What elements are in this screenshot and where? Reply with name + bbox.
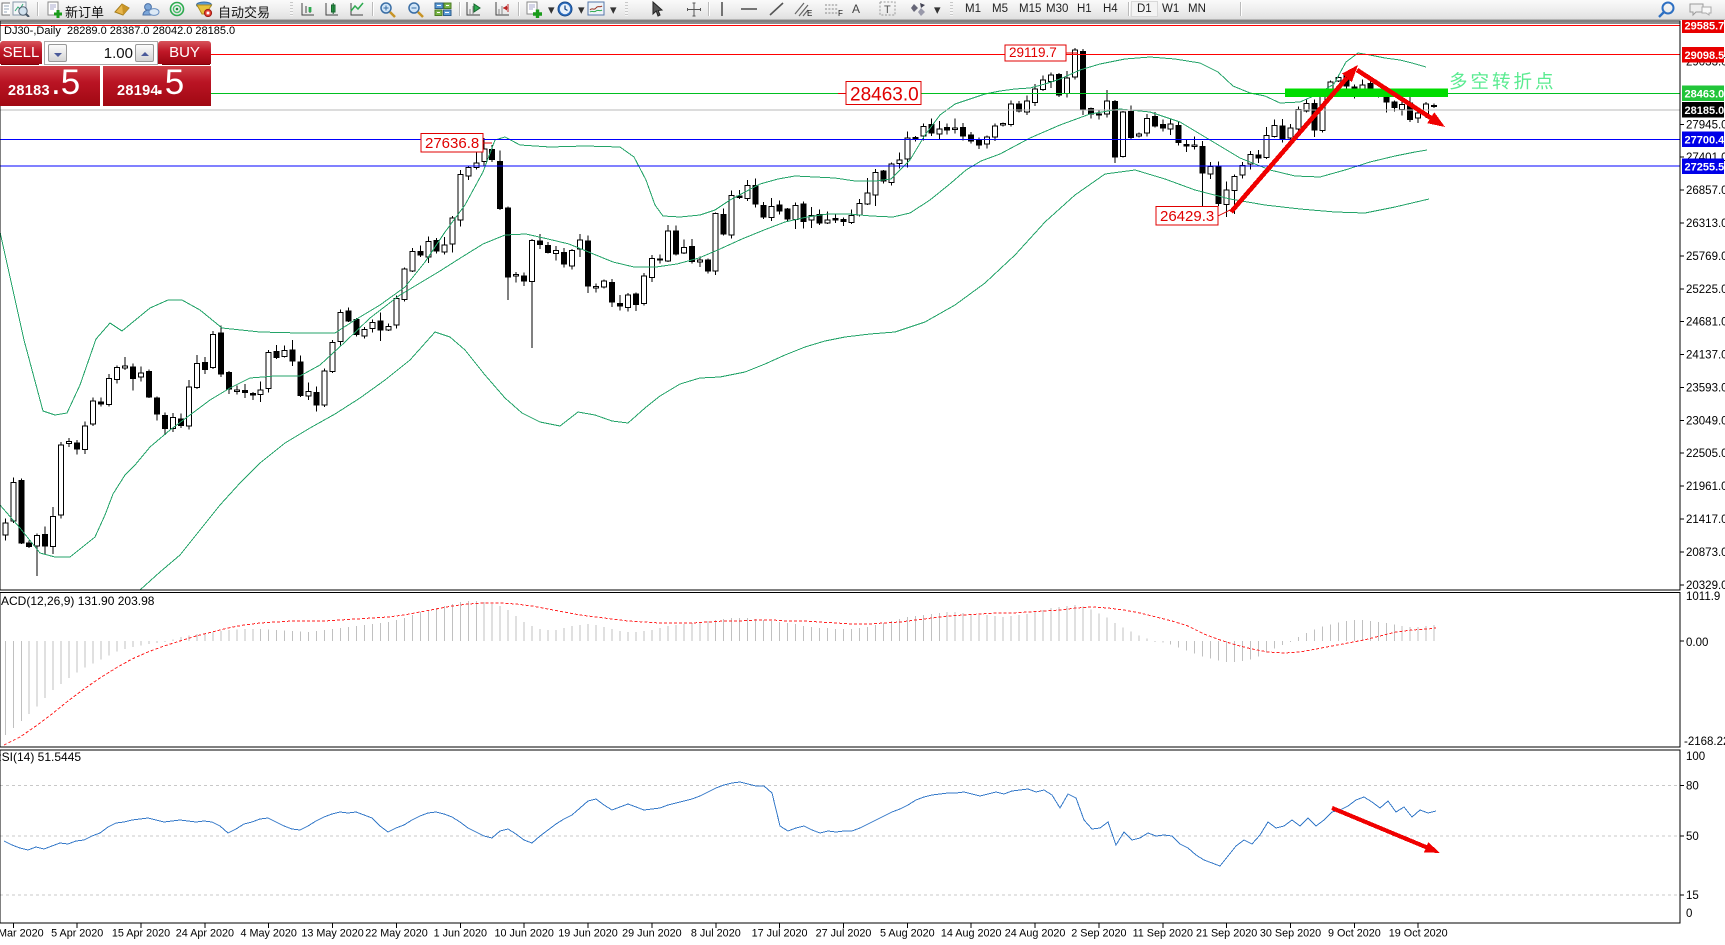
svg-text:24 Apr 2020: 24 Apr 2020 [176, 928, 234, 940]
svg-text:21 Sep 2020: 21 Sep 2020 [1196, 928, 1257, 940]
svg-text:0: 0 [1686, 908, 1692, 920]
svg-text:多空转折点: 多空转折点 [1449, 71, 1557, 92]
svg-text:25769.0: 25769.0 [1686, 251, 1725, 263]
svg-text:29 Jun 2020: 29 Jun 2020 [622, 928, 681, 940]
svg-text:24 Aug 2020: 24 Aug 2020 [1005, 928, 1066, 940]
svg-text:1 Jun 2020: 1 Jun 2020 [434, 928, 487, 940]
svg-text:27636.8: 27636.8 [425, 135, 479, 152]
svg-text:10 Jun 2020: 10 Jun 2020 [494, 928, 553, 940]
svg-text:RSI(14) 51.5445: RSI(14) 51.5445 [0, 750, 81, 764]
svg-text:27255.5: 27255.5 [1685, 161, 1725, 173]
svg-text:F: F [838, 9, 843, 17]
svg-text:30 Sep 2020: 30 Sep 2020 [1260, 928, 1321, 940]
svg-text:80: 80 [1686, 781, 1699, 793]
svg-text:29119.7: 29119.7 [1009, 45, 1057, 60]
svg-text:15 Apr 2020: 15 Apr 2020 [112, 928, 170, 940]
svg-text:14 Aug 2020: 14 Aug 2020 [941, 928, 1002, 940]
svg-text:T: T [884, 4, 891, 16]
svg-text:29098.5: 29098.5 [1685, 50, 1725, 62]
svg-text:5 Aug 2020: 5 Aug 2020 [880, 928, 935, 940]
svg-text:21417.0: 21417.0 [1686, 514, 1725, 526]
svg-text:0.00: 0.00 [1686, 637, 1708, 649]
svg-text:26429.3: 26429.3 [1160, 208, 1214, 225]
svg-text:28185.0: 28185.0 [1685, 105, 1725, 117]
svg-text:100: 100 [1686, 751, 1705, 763]
svg-text:20873.0: 20873.0 [1686, 547, 1725, 559]
svg-text:19 Oct 2020: 19 Oct 2020 [1389, 928, 1448, 940]
svg-text:5 Apr 2020: 5 Apr 2020 [51, 928, 103, 940]
svg-text:13 May 2020: 13 May 2020 [301, 928, 363, 940]
svg-text:29585.7: 29585.7 [1685, 20, 1725, 32]
svg-text:27945.0: 27945.0 [1686, 119, 1725, 131]
svg-text:26313.0: 26313.0 [1686, 218, 1725, 230]
svg-text:22505.0: 22505.0 [1686, 448, 1725, 460]
svg-text:26857.0: 26857.0 [1686, 185, 1725, 197]
svg-text:15: 15 [1686, 890, 1699, 902]
svg-text:22 May 2020: 22 May 2020 [365, 928, 427, 940]
svg-text:24137.0: 24137.0 [1686, 350, 1725, 362]
svg-text:23593.0: 23593.0 [1686, 382, 1725, 394]
svg-text:27 Jul 2020: 27 Jul 2020 [816, 928, 872, 940]
svg-text:28463.0: 28463.0 [1685, 88, 1725, 100]
svg-text:28463.0: 28463.0 [850, 85, 919, 106]
svg-text:50: 50 [1686, 831, 1699, 843]
svg-text:23049.0: 23049.0 [1686, 415, 1725, 427]
svg-text:25225.0: 25225.0 [1686, 284, 1725, 296]
svg-text:1011.9: 1011.9 [1686, 591, 1720, 603]
svg-text:17 Jul 2020: 17 Jul 2020 [752, 928, 808, 940]
svg-text:4 May 2020: 4 May 2020 [240, 928, 296, 940]
svg-text:DJ30-,Daily 28289.0 28387.0 2: DJ30-,Daily 28289.0 28387.0 28042.0 2818… [4, 25, 235, 37]
svg-text:8 Jul 2020: 8 Jul 2020 [691, 928, 741, 940]
svg-text:20329.0: 20329.0 [1686, 580, 1725, 592]
svg-text:MACD(12,26,9) 131.90 203.98: MACD(12,26,9) 131.90 203.98 [0, 594, 155, 608]
svg-text:2 Sep 2020: 2 Sep 2020 [1071, 928, 1126, 940]
svg-text:21961.0: 21961.0 [1686, 481, 1725, 493]
svg-text:19 Jun 2020: 19 Jun 2020 [558, 928, 617, 940]
svg-text:E: E [807, 9, 812, 17]
svg-text:9 Oct 2020: 9 Oct 2020 [1328, 928, 1381, 940]
svg-text:24681.0: 24681.0 [1686, 317, 1725, 329]
svg-text:-2168.22: -2168.22 [1684, 736, 1725, 748]
svg-text:11 Sep 2020: 11 Sep 2020 [1133, 928, 1193, 940]
svg-text:27700.4: 27700.4 [1685, 134, 1725, 146]
svg-text:30 Mar 2020: 30 Mar 2020 [0, 928, 44, 940]
